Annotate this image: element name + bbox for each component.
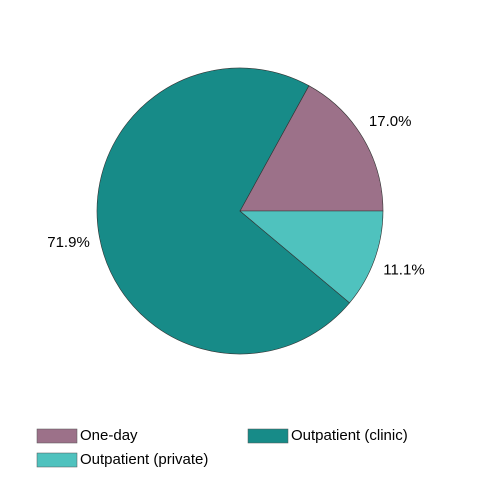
legend-label: Outpatient (private) [80,451,208,468]
data-label: 71.9% [47,234,90,251]
legend-swatch [36,452,78,468]
data-label: 11.1% [383,262,424,279]
legend-label: Outpatient (clinic) [291,427,408,444]
pie-slice [239,85,384,212]
legend-label: One-day [80,427,138,444]
pie-slice [239,210,384,304]
data-label: 17.0% [369,113,412,130]
legend-swatch [247,428,289,444]
legend-swatch [36,428,78,444]
pie-slice [96,67,351,355]
